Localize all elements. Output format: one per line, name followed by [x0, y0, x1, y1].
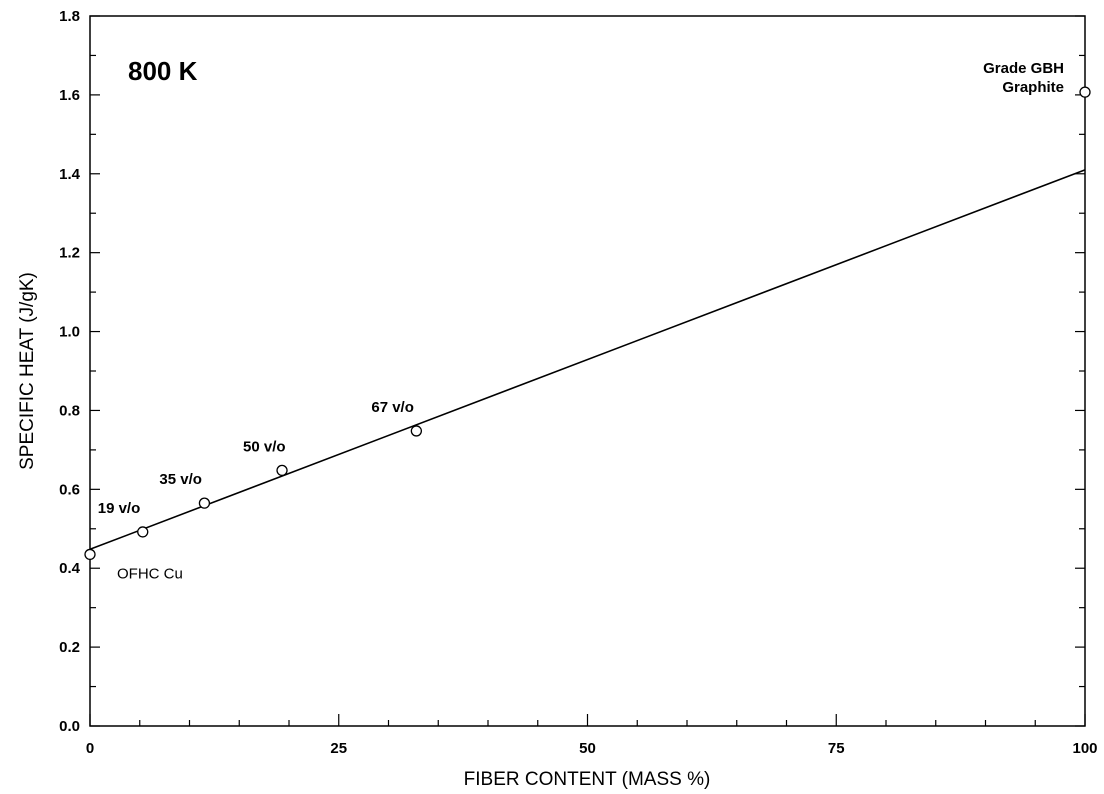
point-label: 35 v/o	[159, 471, 202, 488]
plot-frame	[90, 16, 1085, 726]
data-point	[199, 498, 209, 508]
y-tick-label: 0.0	[59, 718, 80, 735]
y-tick-label: 1.6	[59, 87, 80, 104]
point-label: 50 v/o	[243, 438, 286, 455]
y-tick-label: 1.0	[59, 324, 80, 341]
data-point	[1080, 87, 1090, 97]
y-tick-label: 0.2	[59, 639, 80, 656]
y-tick-label: 1.2	[59, 245, 80, 262]
axis-ticks	[90, 16, 1085, 726]
point-label: 67 v/o	[371, 399, 414, 416]
x-tick-label: 75	[828, 740, 845, 757]
tick-labels: 0.0 0.2 0.4 0.6 0.8 1.0 1.2 1.4 1.6 1.8 0 25 50 75 100	[59, 8, 1097, 757]
point-label: Grade GBH Graphite	[983, 60, 1064, 96]
fit-line	[90, 170, 1085, 549]
y-tick-label: 0.8	[59, 402, 80, 419]
point-label: 19 v/o	[98, 500, 141, 517]
point-label: OFHC Cu	[117, 565, 183, 582]
x-tick-label: 0	[86, 740, 94, 757]
x-tick-label: 100	[1072, 740, 1097, 757]
data-point	[85, 549, 95, 559]
data-point	[138, 527, 148, 537]
panel-title: 800 K	[128, 56, 198, 86]
data-point	[277, 465, 287, 475]
y-tick-label: 0.6	[59, 481, 80, 498]
data-point	[411, 426, 421, 436]
point-labels: OFHC Cu 19 v/o 35 v/o 50 v/o 67 v/o Grade GBH…	[98, 60, 1064, 582]
x-tick-label: 50	[579, 740, 596, 757]
data-points	[85, 87, 1090, 559]
y-tick-label: 1.4	[59, 166, 81, 183]
y-tick-label: 0.4	[59, 560, 81, 577]
y-axis-title: SPECIFIC HEAT (J/gK)	[17, 272, 38, 470]
y-tick-label: 1.8	[59, 8, 80, 25]
x-tick-label: 25	[330, 740, 347, 757]
x-axis-title: FIBER CONTENT (MASS %)	[464, 769, 711, 790]
